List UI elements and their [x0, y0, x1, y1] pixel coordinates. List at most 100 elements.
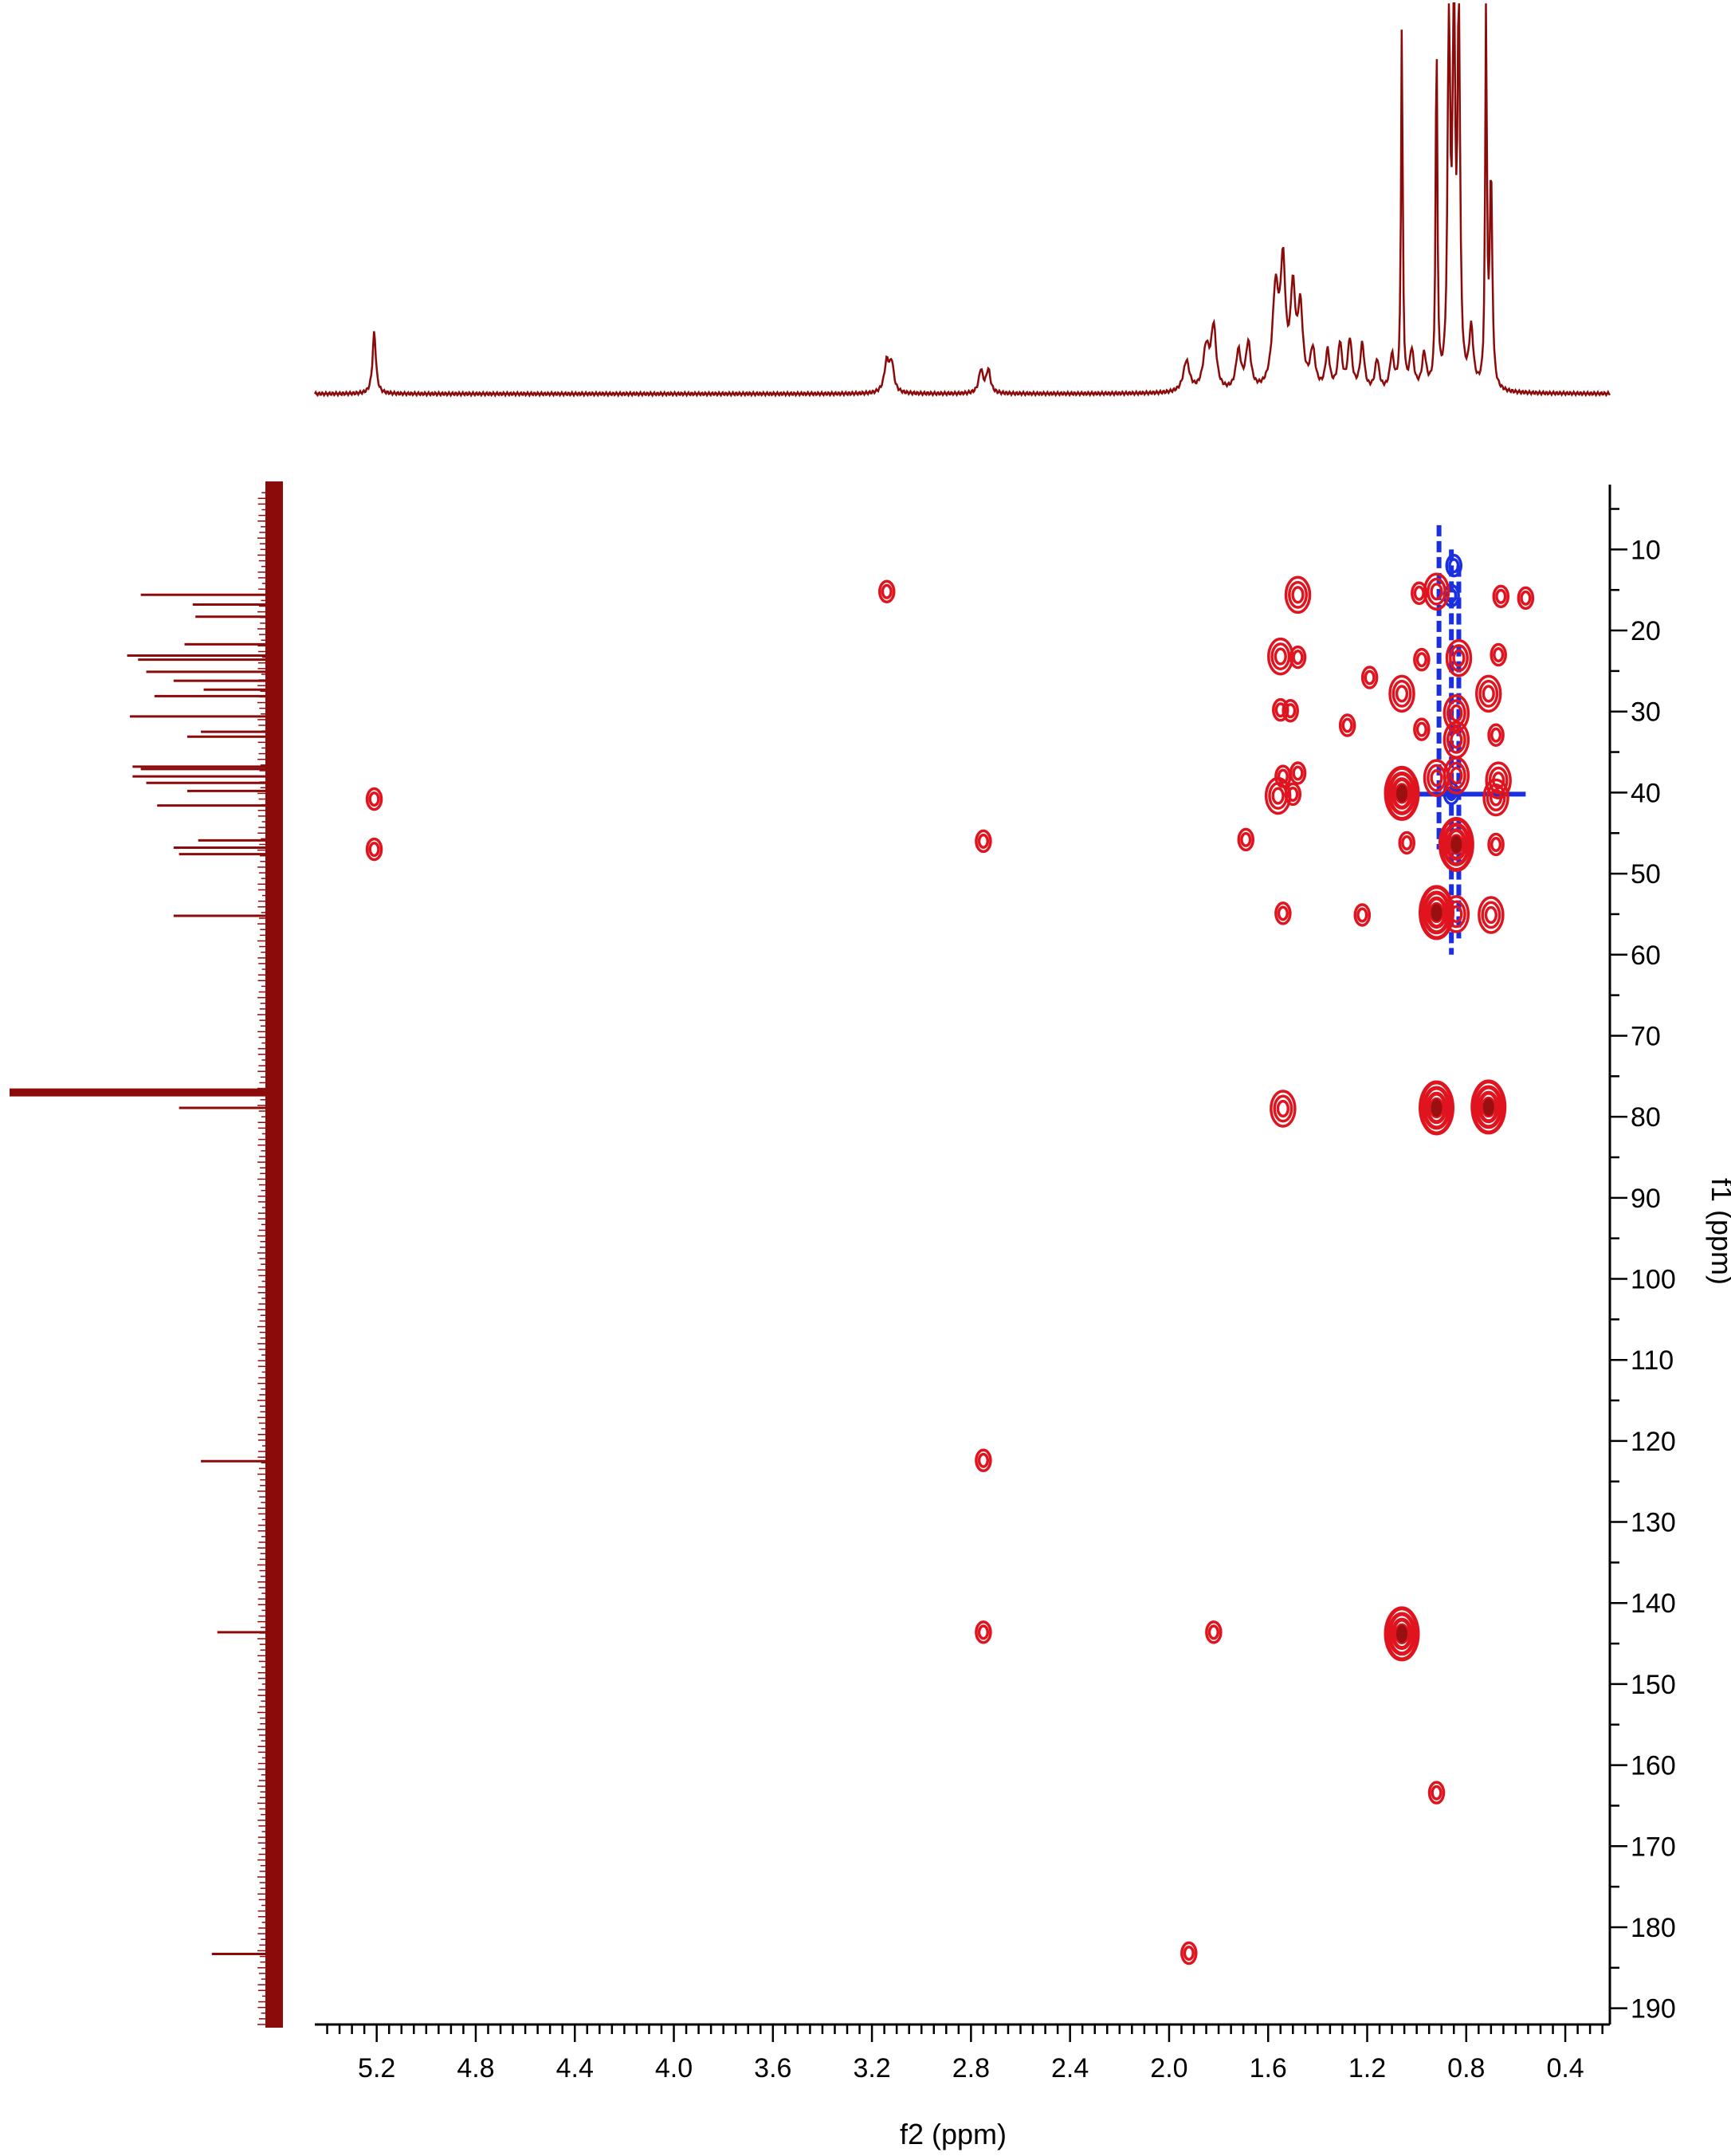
- positive-cross-peak: [1442, 895, 1470, 933]
- contour-ring: [1517, 586, 1535, 611]
- contour-ring: [1413, 585, 1425, 601]
- contour-ring: [1445, 828, 1467, 861]
- contour-ring: [365, 837, 383, 862]
- contour-ring: [1485, 761, 1512, 799]
- contour-ring: [1180, 1941, 1198, 1966]
- x-tick-label: 2.8: [952, 2053, 990, 2083]
- contour-ring: [1481, 901, 1501, 929]
- positive-cross-peak: [1419, 1080, 1455, 1136]
- positive-cross-peak: [1470, 1079, 1507, 1135]
- contour-ring: [1490, 836, 1502, 853]
- contour-ring: [1391, 777, 1413, 810]
- plot-frame: [315, 485, 1611, 2026]
- contour-ring: [1353, 903, 1372, 927]
- x-tick-label: 4.4: [556, 2053, 594, 2083]
- positive-cross-peak: [1289, 761, 1307, 785]
- contour-ring: [1207, 1624, 1220, 1640]
- contour-ring: [1489, 788, 1503, 807]
- contour-ring: [1284, 782, 1302, 807]
- contour-ring: [1495, 588, 1507, 604]
- contour-ring: [1360, 666, 1379, 689]
- contour-ring: [1452, 649, 1466, 667]
- contour-ring: [1415, 652, 1428, 668]
- contour-ring: [1237, 827, 1255, 852]
- positive-cross-peak: [1413, 647, 1431, 672]
- contour-ring: [1487, 723, 1505, 747]
- x-tick-label: 1.2: [1348, 2053, 1386, 2083]
- positive-cross-peak: [1517, 586, 1535, 611]
- positive-cross-peak: [1284, 782, 1302, 807]
- y-tick-label: 140: [1631, 1589, 1676, 1619]
- y-tick-label: 30: [1631, 697, 1661, 728]
- x-tick-label: 4.8: [457, 2053, 494, 2083]
- positive-cross-peak: [1423, 572, 1450, 611]
- contour-ring: [1484, 905, 1498, 925]
- contour-ring: [1205, 1620, 1223, 1644]
- positive-cross-peak: [1388, 674, 1415, 713]
- y-tick-label: 180: [1631, 1913, 1676, 1943]
- contour-ring: [1272, 697, 1289, 722]
- y-tick-label: 110: [1631, 1345, 1674, 1376]
- contour-ring: [1442, 756, 1470, 795]
- positive-cross-peak: [365, 787, 383, 811]
- contour-ring: [1475, 674, 1502, 713]
- contour-ring: [1490, 727, 1502, 743]
- positive-cross-peak: [1270, 1090, 1297, 1128]
- positive-cross-peak: [1180, 1941, 1198, 1966]
- y-tick-label: 150: [1631, 1670, 1676, 1700]
- contour-ring: [1431, 1785, 1442, 1801]
- y-tick-label: 20: [1631, 616, 1661, 646]
- x-tick-label: 2.0: [1150, 2053, 1187, 2083]
- positive-cross-peak: [1353, 903, 1372, 927]
- contour-ring: [1474, 1085, 1503, 1129]
- y-tick-label: 160: [1631, 1751, 1676, 1781]
- contour-core: [1482, 1098, 1494, 1117]
- contour-ring: [1364, 670, 1376, 685]
- contour-ring: [1240, 831, 1252, 847]
- x-tick-label: 0.4: [1546, 2053, 1584, 2083]
- contour-ring: [1445, 638, 1473, 677]
- contour-ring: [1384, 1606, 1420, 1662]
- x-axis-title: f2 (ppm): [900, 2118, 1007, 2150]
- x-tick-label: 4.0: [655, 2053, 693, 2083]
- contour-ring: [1387, 1612, 1417, 1656]
- positive-cross-peak: [1360, 666, 1379, 689]
- contour-core: [1431, 1098, 1442, 1117]
- y-tick-label: 40: [1631, 778, 1661, 808]
- contour-ring: [1490, 642, 1507, 667]
- contour-ring: [365, 787, 383, 811]
- positive-cross-peak: [365, 837, 383, 862]
- contour-ring: [1486, 783, 1506, 811]
- contour-ring: [1520, 590, 1532, 606]
- y-tick-label: 50: [1631, 859, 1661, 889]
- contour-ring: [1271, 787, 1285, 805]
- contour-ring: [1430, 768, 1443, 787]
- contour-ring: [1493, 646, 1505, 663]
- positive-cross-peak: [1487, 723, 1505, 747]
- contour-ring: [1413, 647, 1431, 672]
- contour-ring: [1446, 699, 1466, 728]
- contour-ring: [1341, 717, 1353, 733]
- y-tick-label: 70: [1631, 1021, 1661, 1051]
- contour-ring: [1291, 586, 1305, 604]
- contour-ring: [1387, 772, 1417, 815]
- contour-ring: [1289, 645, 1307, 670]
- contour-ring: [1422, 1086, 1451, 1130]
- contour-ring: [1273, 1094, 1293, 1123]
- contour-ring: [1492, 584, 1510, 609]
- x-tick-label: 5.2: [358, 2053, 395, 2083]
- contour-ring: [1413, 717, 1431, 741]
- contour-ring: [1356, 907, 1368, 923]
- y-tick-label: 120: [1631, 1427, 1676, 1457]
- contour-ring: [1445, 553, 1463, 578]
- contour-ring: [1411, 581, 1428, 606]
- contour-ring: [1285, 703, 1297, 719]
- contour-ring: [1288, 580, 1308, 609]
- y-tick-label: 10: [1631, 535, 1661, 565]
- contour-ring: [1419, 1080, 1455, 1136]
- positive-cross-peak: [1475, 674, 1502, 713]
- contour-ring: [368, 842, 380, 858]
- y-tick-label: 80: [1631, 1102, 1661, 1133]
- contour-ring: [1446, 900, 1466, 929]
